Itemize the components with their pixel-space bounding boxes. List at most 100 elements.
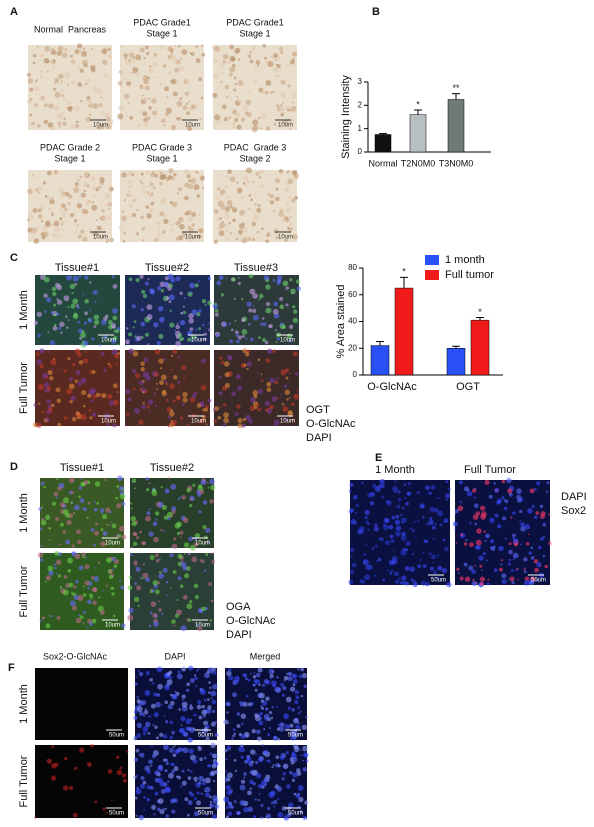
texture: [236, 95, 238, 98]
texture: [348, 579, 354, 585]
texture: [61, 213, 66, 219]
texture: [217, 415, 222, 420]
texture: [108, 364, 113, 368]
y-tick-label: 0: [358, 147, 363, 156]
texture: [222, 402, 227, 407]
texture: [232, 728, 236, 732]
texture: [146, 190, 149, 194]
texture: [134, 682, 138, 686]
texture: [105, 203, 109, 207]
texture: [133, 736, 138, 741]
texture: [260, 127, 263, 130]
texture: [156, 90, 159, 93]
texture: [268, 726, 272, 730]
texture: [484, 539, 487, 542]
texture: [155, 76, 159, 79]
texture: [241, 423, 246, 428]
texture: [134, 564, 137, 567]
texture: [88, 174, 90, 177]
texture: [77, 320, 80, 324]
texture: [198, 214, 201, 216]
texture: [267, 194, 271, 198]
texture: [291, 418, 295, 423]
texture: [48, 615, 51, 617]
texture: [36, 225, 40, 230]
texture: [75, 580, 79, 584]
texture: [125, 339, 130, 345]
texture: [64, 72, 71, 78]
texture: [258, 407, 262, 411]
texture: [225, 701, 230, 707]
texture: [292, 772, 298, 778]
texture: [276, 75, 279, 77]
texture: [148, 64, 152, 68]
texture: [287, 96, 290, 100]
scale-label: 10um: [185, 123, 200, 129]
texture: [253, 79, 258, 84]
texture: [126, 327, 129, 330]
texture: [170, 514, 173, 518]
texture: [195, 328, 198, 331]
texture: [504, 499, 509, 504]
texture: [189, 678, 195, 683]
texture: [51, 286, 57, 292]
texture: [141, 94, 144, 97]
texture: [104, 478, 107, 482]
texture: [176, 673, 183, 680]
texture: [234, 83, 237, 86]
texture: [246, 361, 253, 367]
texture: [142, 563, 146, 566]
texture: [512, 558, 515, 561]
texture: [279, 304, 285, 310]
texture: [230, 328, 234, 332]
texture: [508, 542, 512, 546]
texture: [224, 382, 230, 389]
texture: [140, 321, 146, 327]
texture: [109, 237, 115, 243]
texture: [29, 87, 34, 92]
texture: [285, 202, 290, 206]
texture: [251, 221, 257, 227]
texture: [208, 582, 213, 586]
texture: [205, 405, 209, 409]
texture: [287, 170, 290, 173]
texture: [186, 603, 193, 610]
texture: [305, 715, 308, 719]
texture: [113, 335, 118, 341]
texture: [282, 686, 287, 691]
texture: [234, 319, 237, 322]
texture: [271, 705, 274, 709]
texture: [60, 89, 64, 92]
texture: [158, 358, 164, 364]
texture: [493, 568, 498, 573]
texture: [352, 494, 358, 500]
texture: [105, 116, 111, 122]
texture: [259, 692, 265, 699]
texture: [62, 97, 66, 101]
texture: [284, 187, 290, 193]
texture: [182, 747, 189, 754]
y-tick-label: 2: [358, 100, 363, 109]
texture: [272, 349, 277, 353]
texture: [196, 791, 200, 795]
texture: [258, 293, 264, 299]
texture: [207, 705, 212, 710]
texture: [198, 228, 204, 234]
texture: [176, 192, 179, 195]
texture: [132, 198, 136, 202]
texture: [276, 103, 280, 108]
texture: [104, 196, 107, 199]
texture: [484, 479, 490, 485]
texture: [53, 87, 57, 91]
texture: [181, 694, 186, 699]
texture: [49, 340, 56, 346]
texture: [263, 713, 270, 720]
column-title: Merged: [250, 651, 281, 661]
texture: [214, 312, 219, 317]
texture: [190, 718, 193, 721]
texture: [209, 801, 213, 804]
texture: [107, 53, 113, 59]
texture: [63, 117, 66, 120]
texture: [46, 758, 52, 764]
texture: [188, 665, 194, 671]
